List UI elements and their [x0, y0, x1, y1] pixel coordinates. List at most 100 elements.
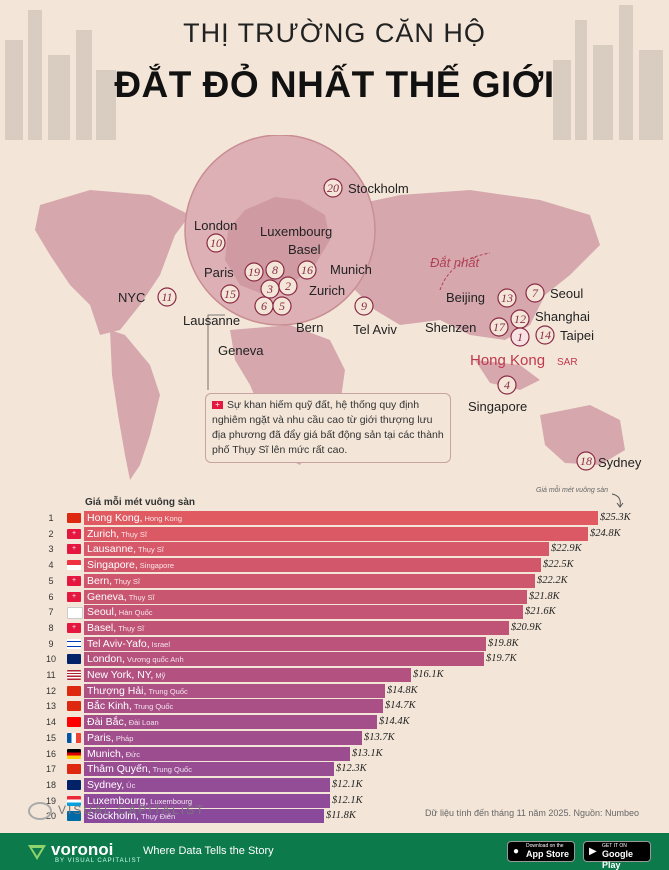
marker-rank-label-16: 16	[301, 263, 313, 277]
bar-value-label: $19.7K	[486, 653, 517, 665]
city-name: Stockholm,	[87, 810, 139, 823]
city-name: Hong Kong,	[87, 512, 143, 524]
city-label-tel-aviv: Tel Aviv	[353, 322, 397, 337]
marker-rank-label-18: 18	[580, 454, 592, 468]
google-play-button[interactable]: ▶ GET IT ON Google Play	[583, 841, 651, 870]
bar-row: 3 + Lausanne, Thụy Sĩ $22.9K	[0, 542, 669, 557]
bar-city-label: Sydney, Úc	[87, 778, 135, 793]
marker-rank-label-5: 5	[279, 299, 285, 313]
bar: London, Vương quốc Anh	[84, 652, 484, 667]
skyline-left-decoration	[5, 10, 116, 140]
rank-label: 8	[48, 622, 54, 633]
bar-city-label: Bern, Thụy Sĩ	[87, 574, 140, 589]
city-name: New York, NY,	[87, 669, 154, 681]
bar-row: 16 Munich, Đức $13.1K	[0, 746, 669, 762]
bar-value-label: $22.9K	[551, 543, 582, 555]
bar-row: 2 + Zurich, Thụy Sĩ $24.8K	[0, 526, 669, 542]
most-expensive-label: Đắt nhất	[430, 255, 481, 270]
country-name: Hàn Quốc	[118, 608, 153, 618]
city-name: Geneva,	[87, 590, 127, 603]
skyline-right-decoration	[553, 5, 663, 140]
city-label-luxembourg: Luxembourg	[260, 224, 332, 239]
bar-city-label: Munich, Đức	[87, 747, 140, 762]
rank-label: 1	[48, 513, 54, 523]
bar-city-label: Thượng Hải, Trung Quốc	[87, 684, 188, 699]
bar-row: 11 New York, NY, Mỹ $16.1K	[0, 668, 669, 683]
city-name: Paris,	[87, 731, 114, 744]
country-name: Singapore	[139, 561, 174, 571]
rank-label: 2	[48, 528, 54, 539]
city-name: Munich,	[87, 747, 124, 760]
marker-rank-label-15: 15	[224, 287, 236, 301]
marker-rank-13	[497, 288, 517, 308]
country-name: Thụy Điển	[140, 812, 176, 822]
marker-rank-18	[576, 451, 596, 471]
marker-rank-label-1: 1	[517, 330, 523, 344]
flag-icon-ch: +	[67, 544, 81, 555]
bar: Geneva, Thụy Sĩ	[84, 589, 527, 604]
bar-row: 17 Thâm Quyến, Trung Quốc $12.3K	[0, 762, 669, 777]
bar: Bắc Kinh, Trung Quốc	[84, 699, 383, 714]
bar-row: 13 Bắc Kinh, Trung Quốc $14.7K	[0, 699, 669, 714]
voronoi-subtitle: BY VISUAL CAPITALIST	[55, 858, 142, 864]
country-name: Hong Kong	[144, 514, 182, 523]
marker-rank-4	[497, 375, 517, 395]
tagline: Where Data Tells the Story	[143, 845, 274, 857]
bar: Singapore, Singapore	[84, 558, 541, 573]
marker-rank-label-13: 13	[501, 291, 513, 305]
rank-label: 13	[45, 701, 56, 712]
city-name: Singapore,	[87, 559, 138, 572]
play-icon: ▶	[589, 846, 597, 857]
marker-rank-20	[323, 178, 343, 198]
flag-icon-us	[67, 670, 81, 680]
bar-row: 14 Đài Bắc, Đài Loan $14.4K	[0, 715, 669, 730]
bar-row: 1 Hong Kong, Hong Kong $25.3K	[0, 511, 669, 526]
marker-rank-16	[297, 260, 317, 280]
bar-city-label: Paris, Pháp	[87, 731, 133, 746]
bar-city-label: Hong Kong, Hong Kong	[87, 511, 182, 526]
bar-value-label: $22.2K	[537, 574, 568, 586]
city-name: Thượng Hải,	[87, 684, 147, 697]
city-label-beijing: Beijing	[446, 290, 485, 305]
source-note: Dữ liệu tính đến tháng 11 năm 2025. Nguồ…	[424, 808, 639, 818]
country-name: Thụy Sĩ	[118, 623, 145, 633]
flag-icon-kr	[67, 607, 83, 620]
flag-icon-fr	[67, 732, 81, 743]
marker-rank-17	[489, 317, 509, 337]
brand-icon	[28, 802, 52, 820]
rank-label: 19	[45, 795, 56, 806]
country-name: Thụy Sĩ	[121, 529, 147, 539]
flag-icon-cn	[67, 685, 81, 696]
flag-icon-au	[67, 779, 81, 790]
city-name: Đài Bắc,	[87, 716, 127, 729]
bar-value-label: $25.3K	[600, 512, 631, 523]
rank-label: 3	[48, 544, 54, 555]
flag-icon-ch: +	[67, 622, 81, 633]
city-name: Seoul,	[87, 606, 117, 619]
marker-rank-label-2: 2	[285, 279, 291, 293]
city-name: Bern,	[87, 574, 113, 587]
marker-rank-7	[525, 283, 545, 303]
bar-city-label: Basel, Thụy Sĩ	[87, 621, 144, 636]
city-label-stockholm: Stockholm	[348, 181, 409, 196]
bar-row: 9 Tel Aviv-Yafo, Israel $19.8K	[0, 636, 669, 652]
swiss-note: + Sự khan hiếm quỹ đất, hệ thống quy định…	[205, 393, 451, 463]
title-line-2: ĐẮT ĐỎ NHẤT THẾ GIỚI	[114, 64, 555, 105]
bar-city-label: Thâm Quyến, Trung Quốc	[87, 762, 192, 777]
app-store-button[interactable]: ● Download on the App Store	[507, 841, 575, 862]
marker-rank-14	[535, 325, 555, 345]
bar: Hong Kong, Hong Kong	[84, 511, 598, 525]
city-name: Bắc Kinh,	[87, 700, 132, 713]
swiss-note-text: Sự khan hiếm quỹ đất, hệ thống quy định …	[212, 399, 444, 456]
country-name: Thụy Sĩ	[114, 576, 140, 586]
marker-rank-label-17: 17	[493, 320, 506, 334]
country-name: Luxembourg	[150, 796, 192, 806]
rank-label: 18	[45, 779, 56, 790]
country-name: Trung Quốc	[133, 702, 174, 712]
bar-city-label: Đài Bắc, Đài Loan	[87, 715, 159, 730]
marker-rank-label-7: 7	[532, 286, 539, 300]
hint-arrow-icon	[611, 493, 624, 508]
bar: Tel Aviv-Yafo, Israel	[84, 636, 486, 651]
rank-label: 11	[46, 670, 56, 680]
